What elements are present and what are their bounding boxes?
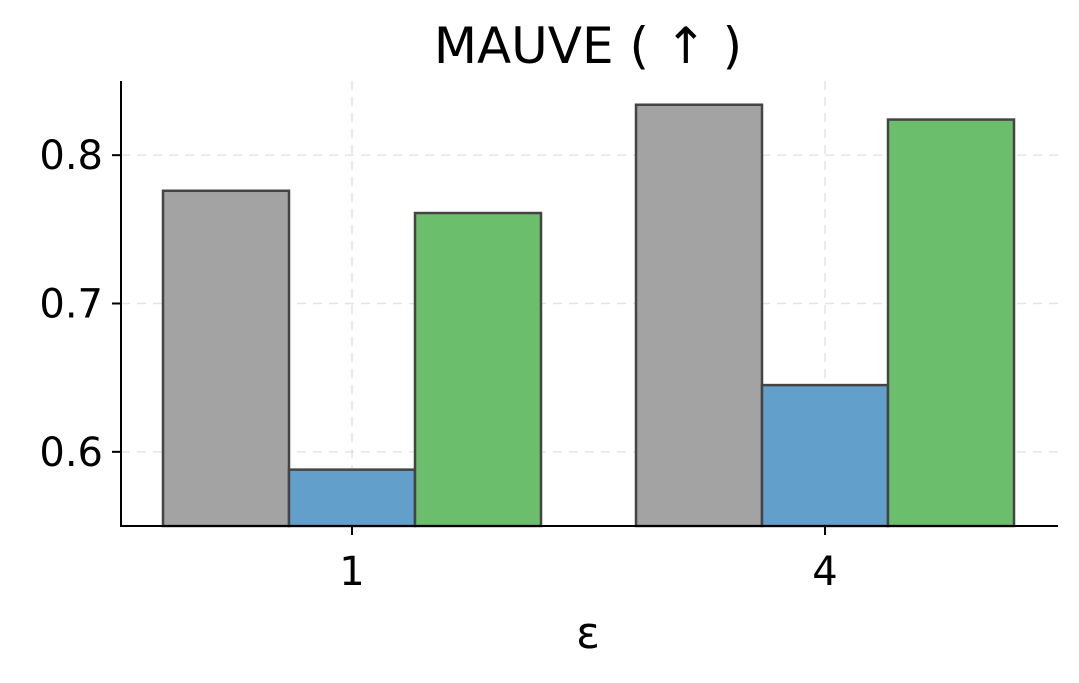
y-tick-label: 0.6 (39, 430, 103, 476)
bar-series-1-eps-1 (161, 189, 291, 528)
bar-series-2-eps-4 (760, 383, 890, 528)
y-tick-label: 0.7 (39, 282, 103, 328)
ticks-layer: 0.6 0.7 0.8 1 4 (39, 133, 837, 595)
x-tick-label: 4 (812, 549, 837, 595)
bar-series-2-eps-1 (287, 468, 417, 528)
x-axis-label: ε (576, 608, 600, 659)
chart-title: MAUVE ( ↑ ) (434, 17, 742, 75)
x-tick-label: 1 (339, 549, 364, 595)
bar-series-1-eps-4 (634, 103, 764, 528)
bar-series-3-eps-1 (413, 211, 543, 528)
bar-series-3-eps-4 (886, 118, 1016, 528)
y-tick-label: 0.8 (39, 133, 103, 179)
bars-layer (161, 103, 1016, 528)
